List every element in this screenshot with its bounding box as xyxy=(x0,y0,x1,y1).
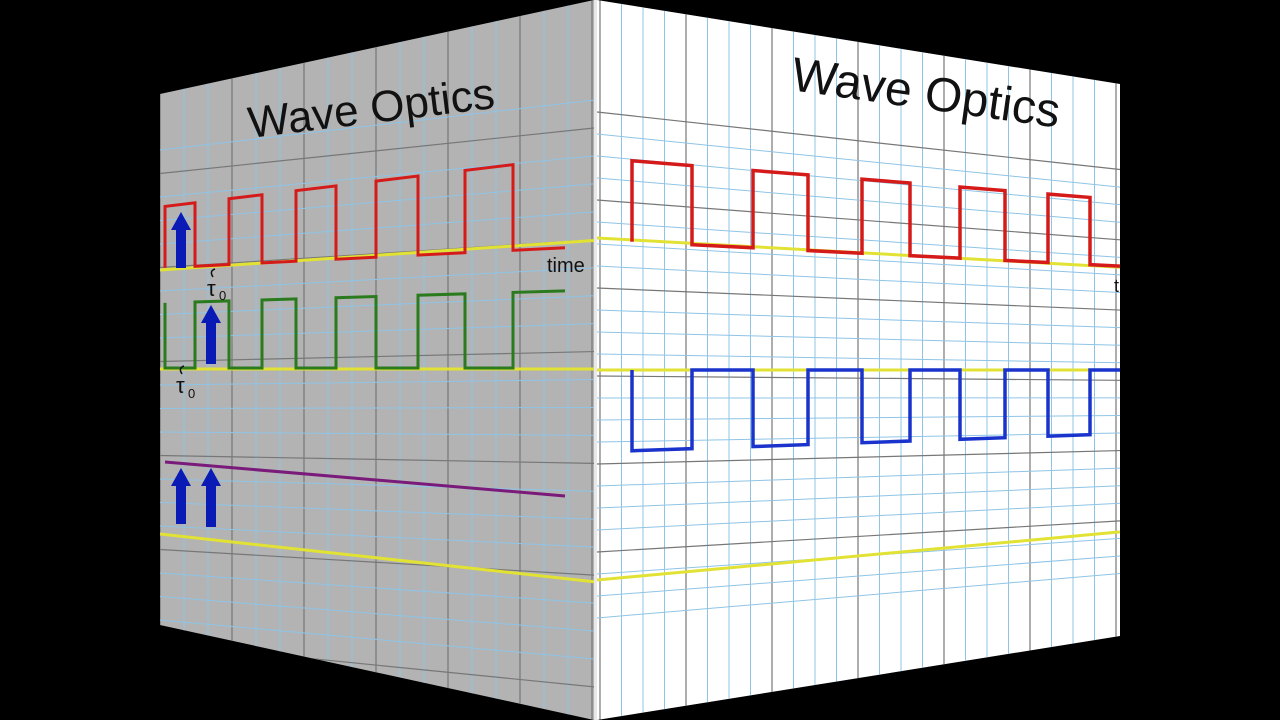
right-red-wave xyxy=(630,158,1120,268)
arrow-shaft xyxy=(176,484,186,524)
left-grid-hline xyxy=(160,127,594,175)
right-grid-hline xyxy=(597,467,1120,487)
left-tau-label-1: τ 0 xyxy=(207,276,226,303)
left-grid-hline xyxy=(160,431,594,436)
up-arrow-icon xyxy=(171,212,191,268)
left-tau-label-2: τ 0 xyxy=(176,373,195,401)
up-arrow-icon xyxy=(201,305,221,364)
right-blue-wave xyxy=(630,368,1120,453)
tau-tick-2 xyxy=(179,365,185,375)
right-grid-hline xyxy=(597,375,1120,381)
right-grid-hline xyxy=(597,243,1120,276)
right-grid-hline xyxy=(597,265,1120,293)
arrow-shaft xyxy=(206,321,216,364)
right-grid-hline xyxy=(597,502,1120,531)
right-grid-hline xyxy=(597,520,1120,553)
right-time-label-partial: t xyxy=(1114,276,1119,296)
left-grid-hline xyxy=(160,267,594,292)
up-arrow-icon xyxy=(201,468,221,527)
right-face: Wave Optics t xyxy=(597,0,1120,720)
left-time-label: time xyxy=(547,255,585,277)
arrow-head xyxy=(171,212,191,230)
left-arrows xyxy=(171,212,221,527)
left-grid-hline xyxy=(160,155,594,198)
right-grid-hline xyxy=(597,111,1120,171)
left-grid-hline xyxy=(160,572,594,604)
left-grid xyxy=(160,0,594,720)
left-axis-3 xyxy=(160,532,594,584)
arrow-shaft xyxy=(206,484,216,527)
left-grid-hline xyxy=(160,454,594,464)
right-grid-hline xyxy=(597,133,1120,188)
left-grid-hline xyxy=(160,596,594,632)
arrow-head xyxy=(201,468,221,486)
right-grid-hline xyxy=(597,221,1120,258)
right-grid-hline xyxy=(597,199,1120,241)
left-green-wave xyxy=(163,289,566,370)
right-waveforms xyxy=(597,158,1120,582)
right-grid-hline xyxy=(597,309,1120,329)
left-grid-hline xyxy=(160,525,594,548)
svg-text:0: 0 xyxy=(219,288,226,303)
svg-text:0: 0 xyxy=(188,386,195,401)
left-face: Wave Optics time τ 0 τ 0 xyxy=(160,0,594,720)
right-grid-hline xyxy=(597,287,1120,311)
tau-tick-1 xyxy=(210,268,216,278)
right-grid-hline xyxy=(597,449,1120,465)
right-grid-hline xyxy=(597,177,1120,223)
right-grid-hline xyxy=(597,414,1120,421)
left-grid-hline xyxy=(160,379,594,386)
left-grid-hline xyxy=(160,99,594,151)
left-waveforms xyxy=(160,162,594,584)
left-grid-hline xyxy=(160,548,594,576)
right-grid-hline xyxy=(597,555,1120,597)
right-grid-hline xyxy=(597,485,1120,509)
arrow-shaft xyxy=(176,228,186,268)
left-grid-hline xyxy=(160,406,594,409)
left-grid-hline xyxy=(160,502,594,520)
right-grid-hline xyxy=(597,331,1120,346)
svg-text:τ: τ xyxy=(207,276,216,301)
left-red-wave xyxy=(163,162,566,268)
left-purple-line xyxy=(164,460,566,498)
right-grid-hline xyxy=(597,432,1120,443)
up-arrow-icon xyxy=(171,468,191,524)
right-grid xyxy=(597,0,1120,720)
right-grid-hline xyxy=(597,353,1120,364)
left-grid-hline xyxy=(160,478,594,492)
arrow-head xyxy=(171,468,191,486)
svg-text:τ: τ xyxy=(176,373,185,398)
arrow-head xyxy=(201,305,221,323)
right-grid-hline xyxy=(597,573,1120,619)
right-axis-3 xyxy=(597,530,1120,582)
left-grid-hline xyxy=(160,619,594,660)
